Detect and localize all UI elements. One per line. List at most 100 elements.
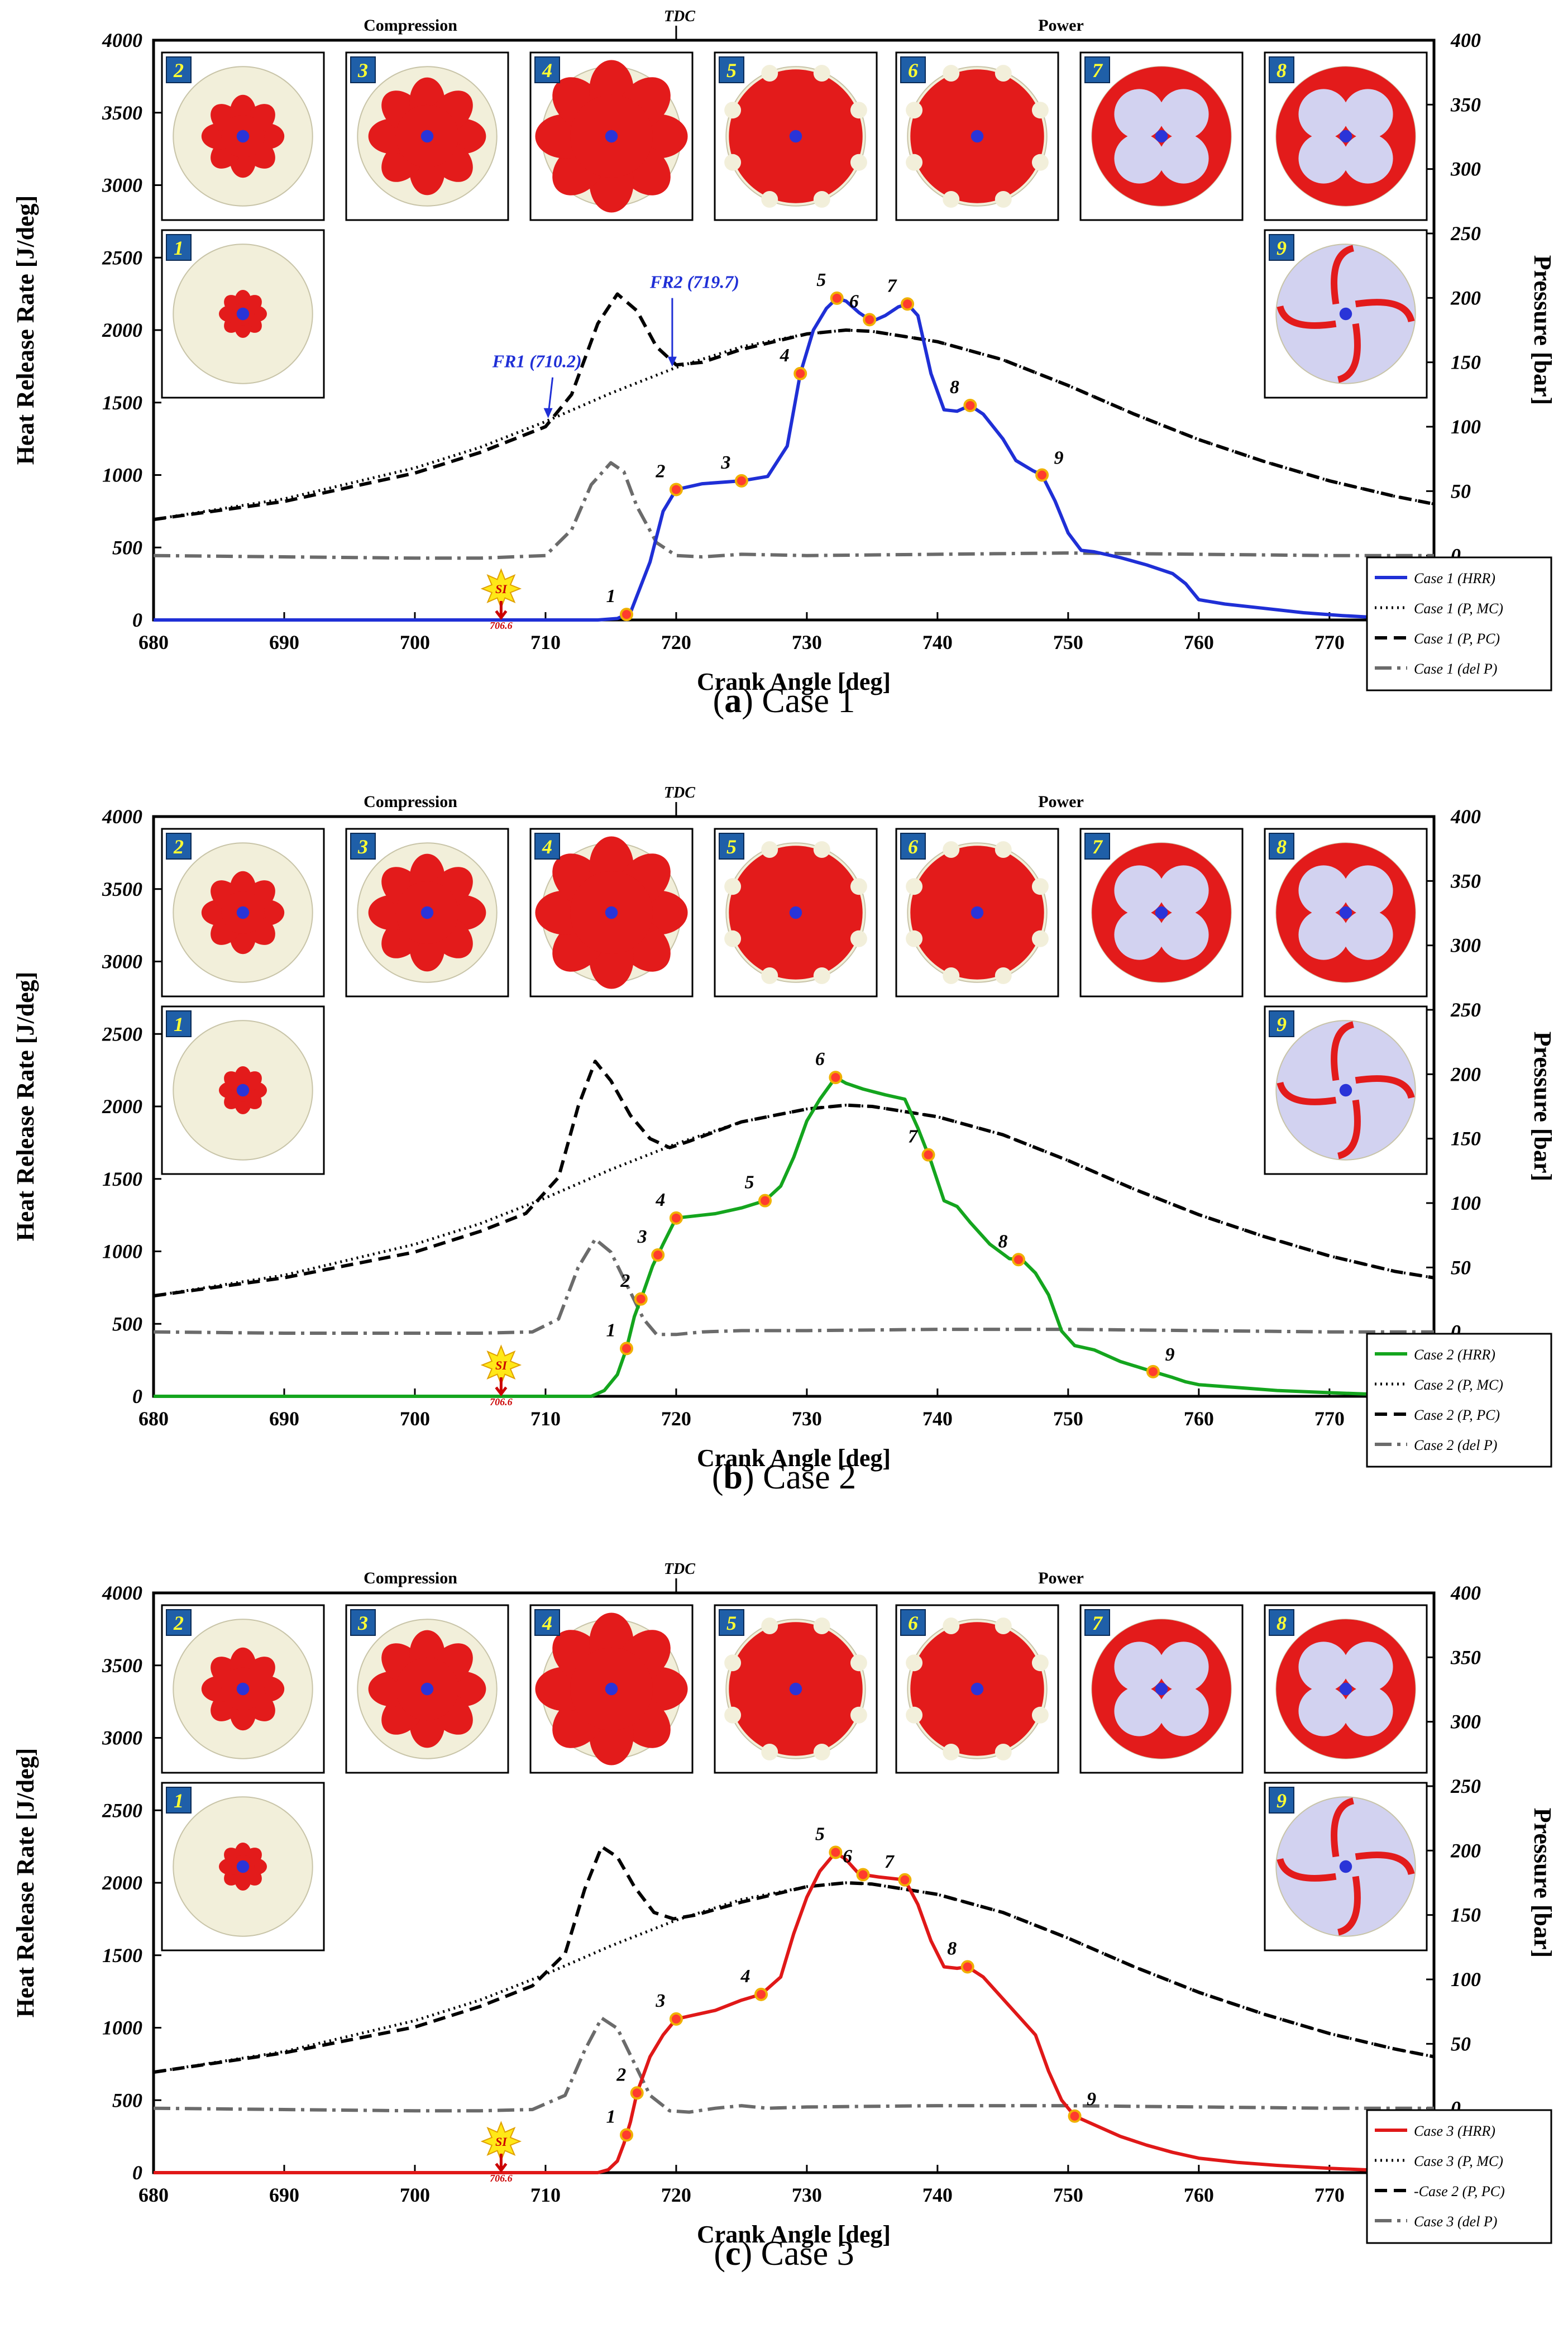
y-left-tick-label: 3500 — [102, 1654, 142, 1677]
snapshot-badge — [1084, 833, 1110, 860]
snapshot-badge — [534, 1609, 560, 1636]
spark-plug — [1155, 906, 1168, 919]
snapshot-badge — [1084, 56, 1110, 83]
flame-remnant — [1331, 245, 1355, 305]
burned-pocket — [1114, 909, 1165, 960]
y-right-tick-label: 200 — [1450, 1839, 1481, 1862]
y-right-tick-label: 100 — [1451, 416, 1481, 438]
y-left-tick-label: 4000 — [102, 29, 142, 51]
hrr-marker — [651, 1248, 665, 1262]
si-burst — [480, 568, 522, 609]
hrr-marker — [669, 2012, 683, 2026]
x-tick-label: 770 — [1314, 631, 1345, 653]
spark-plug — [420, 130, 434, 143]
burned-pocket — [1342, 1686, 1393, 1736]
unburned-pocket — [761, 1743, 778, 1760]
unburned-pocket — [850, 878, 867, 895]
snapshot-badge — [900, 1609, 926, 1636]
snapshot-number: 4 — [542, 59, 552, 82]
y-right-tick-label: 200 — [1450, 1063, 1481, 1085]
burned-pocket — [1158, 1641, 1209, 1692]
y-right-tick-label: 100 — [1451, 1968, 1481, 1991]
hrr-marker-label: 6 — [849, 291, 859, 312]
unburned-pocket — [761, 65, 778, 82]
y-left-tick-label: 2000 — [102, 319, 142, 341]
flame-remnant — [1277, 305, 1337, 329]
spark-plug — [420, 906, 434, 919]
si-value: 706.6 — [490, 620, 513, 631]
si-burst — [480, 2121, 522, 2162]
snapshot-badge — [166, 833, 192, 860]
snapshot-4: 4 — [529, 1604, 694, 1774]
spark-plug — [789, 1682, 802, 1696]
hrr-marker — [634, 1292, 648, 1306]
snapshot-9: 9 — [1264, 229, 1428, 399]
flame-remnant — [1337, 323, 1361, 383]
hrr-marker-label: 6 — [815, 1049, 825, 1070]
unburned-pocket — [906, 878, 923, 895]
snapshot-badge — [1269, 1609, 1294, 1636]
burned-pocket — [1342, 89, 1393, 140]
unburned-pocket — [724, 102, 742, 119]
series-p-pc — [153, 1845, 1435, 2074]
series-p-mc — [153, 328, 1435, 521]
power-label: Power — [1038, 16, 1084, 35]
snapshot-badge — [350, 1609, 376, 1636]
unburned-pocket — [1031, 1654, 1049, 1672]
snapshot-number: 7 — [1092, 59, 1103, 82]
y-right-tick-label: 300 — [1450, 934, 1481, 957]
flame-remnant — [1337, 1876, 1361, 1936]
flame-remnant — [1277, 1858, 1337, 1882]
y-right-tick-label: 50 — [1451, 2032, 1471, 2055]
snapshot-6: 6 — [895, 828, 1059, 998]
snapshot-number: 1 — [174, 1790, 184, 1812]
legend-entry: Case 3 (HRR) — [1414, 2123, 1495, 2139]
unburned-pocket — [850, 930, 867, 947]
snapshot-badge — [166, 56, 192, 83]
snapshot-3: 3 — [345, 51, 509, 221]
unburned-pocket — [850, 102, 867, 119]
unburned-pocket — [906, 930, 923, 947]
legend-entry: Case 2 (P, MC) — [1414, 1377, 1503, 1393]
burned-pocket — [1158, 1686, 1209, 1736]
series-del-p — [153, 1237, 1434, 1337]
legend-entry: Case 1 (P, MC) — [1414, 600, 1503, 617]
unburned-pocket — [761, 841, 778, 858]
y-left-tick-label: 4000 — [102, 1582, 142, 1604]
panel-caption: (a) Case 1 — [713, 682, 855, 720]
flame-remnant — [1355, 299, 1415, 323]
unburned-pocket — [906, 1654, 923, 1672]
y-left-axis-title: Heat Release Rate [J/deg] — [12, 195, 39, 465]
hrr-marker — [754, 1987, 768, 2001]
hrr-marker-label: 9 — [1054, 448, 1064, 469]
legend-entry: -Case 2 (P, PC) — [1414, 2183, 1505, 2199]
spark-plug — [971, 1682, 984, 1696]
burned-pocket — [1158, 865, 1209, 916]
series-p-pc — [153, 292, 1435, 522]
y-left-tick-label: 2500 — [102, 1023, 142, 1045]
spark-ignition-icon: SI 706.6 — [480, 568, 522, 631]
hrr-marker-label: 1 — [606, 586, 616, 607]
x-tick-label: 770 — [1314, 1407, 1345, 1430]
snapshot-3: 3 — [345, 1604, 509, 1774]
hrr-marker-label: 2 — [616, 2064, 626, 2085]
y-right-tick-label: 250 — [1450, 999, 1481, 1021]
hrr-marker — [863, 313, 877, 327]
unburned-pocket — [995, 967, 1012, 984]
y-right-tick-label: 400 — [1450, 805, 1481, 828]
y-right-axis-title: Pressure [bar] — [1529, 1808, 1556, 1958]
y-left-axis-title: Heat Release Rate [J/deg] — [12, 1748, 39, 2018]
x-tick-label: 700 — [400, 631, 430, 653]
y-left-tick-label: 500 — [112, 2089, 142, 2111]
burned-pocket — [1298, 1641, 1349, 1692]
unburned-pocket — [1031, 878, 1049, 895]
y-right-tick-label: 150 — [1451, 351, 1481, 374]
snapshot-badge — [350, 833, 376, 860]
burned-pocket — [1158, 89, 1209, 140]
unburned-pocket — [813, 1617, 830, 1635]
snapshot-number: 3 — [357, 836, 368, 858]
hrr-marker-label: 4 — [740, 1966, 750, 1987]
spark-plug — [236, 1084, 250, 1097]
y-left-tick-label: 2500 — [102, 246, 142, 269]
